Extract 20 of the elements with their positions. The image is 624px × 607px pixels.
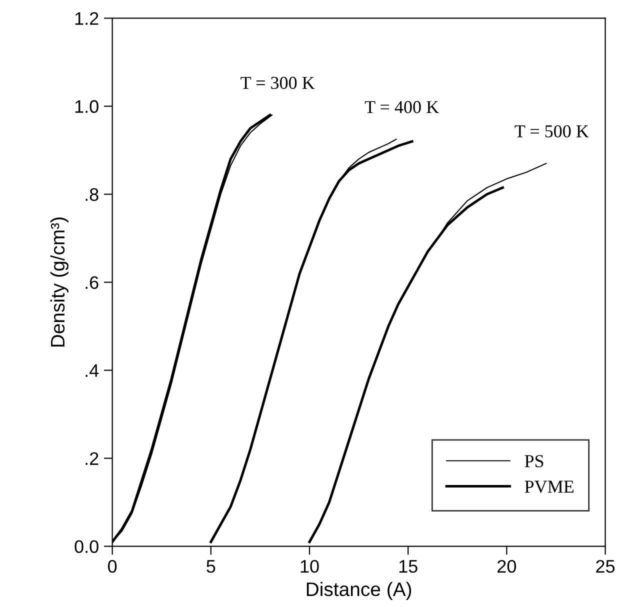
annotation: T = 300 K bbox=[240, 76, 315, 89]
x-axis-title: Distance (A) bbox=[306, 582, 412, 600]
legend-label: PVME bbox=[524, 480, 574, 493]
y-tick-label: .6 bbox=[86, 276, 98, 289]
y-tick-label: .2 bbox=[86, 452, 98, 465]
x-tick-label: 20 bbox=[498, 560, 516, 573]
x-tick-label: 5 bbox=[206, 560, 216, 573]
x-tick-label: 25 bbox=[596, 560, 615, 573]
annotation: T = 500 K bbox=[514, 125, 589, 138]
y-axis-title: Density (g/cm³) bbox=[50, 218, 68, 347]
y-tick-label: 1.0 bbox=[75, 100, 98, 113]
y-tick-label: .8 bbox=[86, 188, 98, 201]
y-tick-label: 0.0 bbox=[74, 540, 98, 554]
y-tick-label: 1.2 bbox=[75, 12, 98, 25]
legend-label: PS bbox=[524, 455, 544, 468]
x-tick-label: 0 bbox=[108, 560, 117, 573]
x-tick-label: 15 bbox=[399, 560, 418, 573]
x-tick-label: 10 bbox=[300, 560, 319, 573]
annotation: T = 400 K bbox=[364, 101, 439, 114]
y-tick-label: .4 bbox=[86, 364, 99, 377]
